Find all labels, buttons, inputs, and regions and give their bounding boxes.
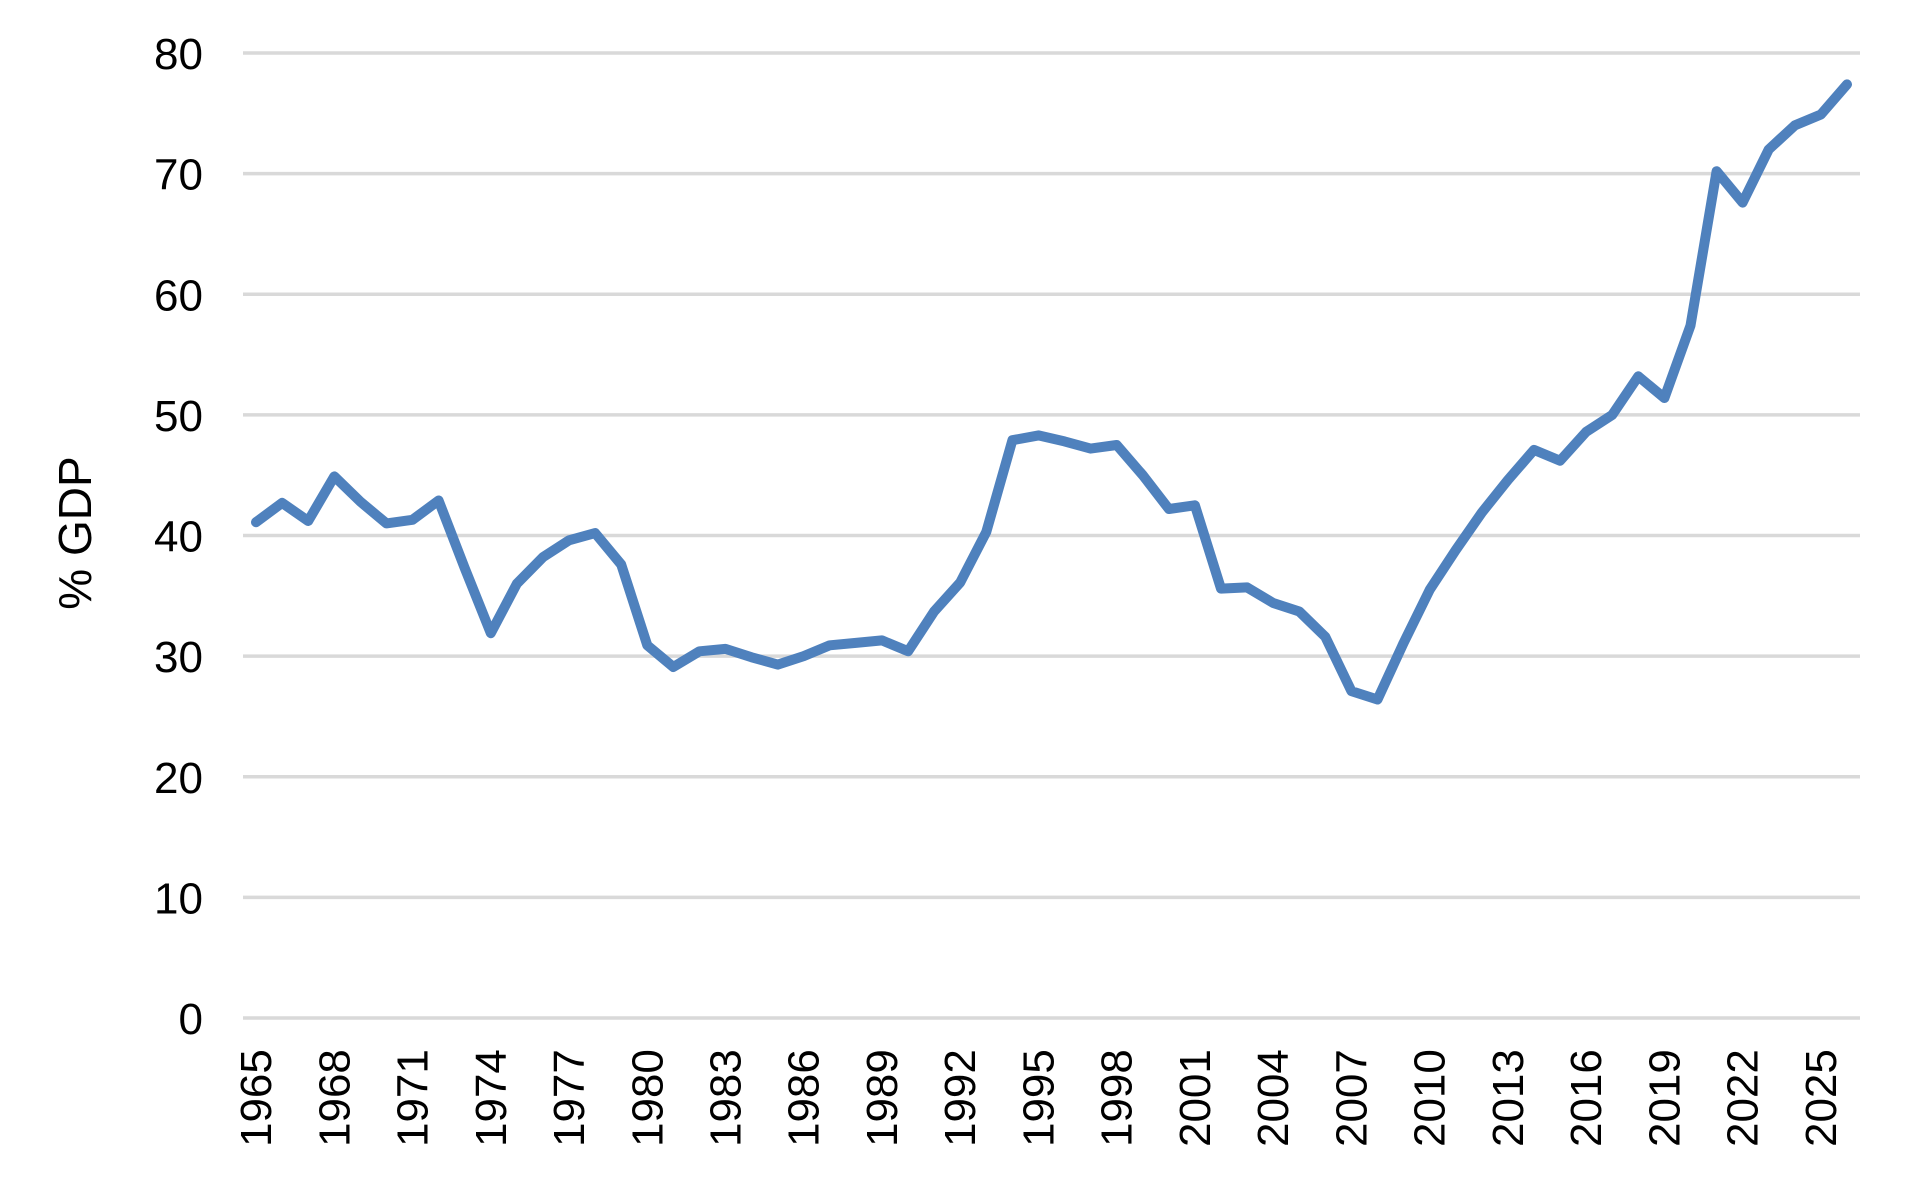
y-axis-title: % GDP bbox=[49, 456, 101, 609]
x-tick-label: 1968 bbox=[310, 1049, 359, 1147]
x-tick-label: 1980 bbox=[623, 1049, 672, 1147]
y-tick-label: 10 bbox=[154, 874, 203, 923]
x-tick-label: 2019 bbox=[1640, 1049, 1689, 1147]
x-tick-label: 1992 bbox=[936, 1049, 985, 1147]
x-tick-label: 1986 bbox=[780, 1049, 829, 1147]
x-tick-label: 1965 bbox=[232, 1049, 281, 1147]
x-tick-label: 1971 bbox=[389, 1049, 438, 1147]
x-axis-tick-labels: 1965 1968 1971 1974 1977 1980 1983 1986 1989 1992… bbox=[232, 1049, 1846, 1147]
y-tick-label: 80 bbox=[154, 30, 203, 79]
x-tick-label: 1995 bbox=[1014, 1049, 1063, 1147]
y-tick-label: 60 bbox=[154, 271, 203, 320]
x-tick-label: 2010 bbox=[1406, 1049, 1455, 1147]
x-tick-label: 2016 bbox=[1562, 1049, 1611, 1147]
x-tick-label: 1983 bbox=[701, 1049, 750, 1147]
y-tick-label: 70 bbox=[154, 151, 203, 200]
y-tick-label: 0 bbox=[179, 995, 203, 1044]
x-tick-label: 2001 bbox=[1171, 1049, 1220, 1147]
y-axis-tick-labels: 0 10 20 30 40 50 60 70 80 bbox=[154, 30, 203, 1044]
x-tick-label: 2007 bbox=[1327, 1049, 1376, 1147]
gridlines bbox=[243, 51, 1860, 1020]
x-tick-label: 1989 bbox=[858, 1049, 907, 1147]
y-tick-label: 50 bbox=[154, 392, 203, 441]
x-tick-label: 1977 bbox=[545, 1049, 594, 1147]
x-tick-label: 2013 bbox=[1484, 1049, 1533, 1147]
y-tick-label: 30 bbox=[154, 633, 203, 682]
x-tick-label: 2025 bbox=[1797, 1049, 1846, 1147]
y-tick-label: 40 bbox=[154, 513, 203, 562]
x-tick-label: 2022 bbox=[1719, 1049, 1768, 1147]
series-line bbox=[251, 79, 1852, 705]
x-tick-label: 1998 bbox=[1093, 1049, 1142, 1147]
x-tick-label: 2004 bbox=[1249, 1049, 1298, 1147]
y-tick-label: 20 bbox=[154, 754, 203, 803]
x-tick-label: 1974 bbox=[467, 1049, 516, 1147]
